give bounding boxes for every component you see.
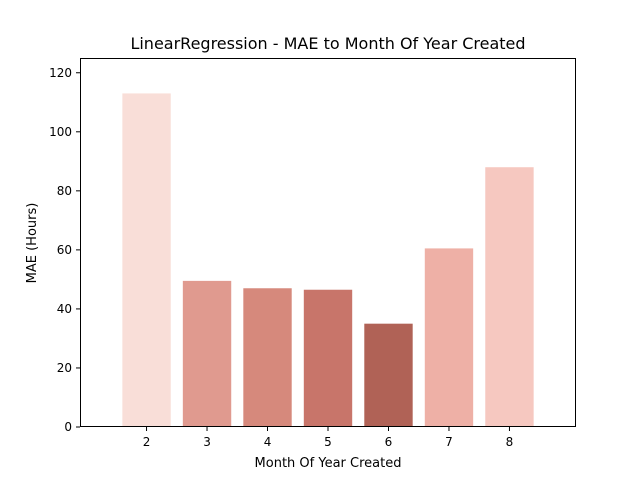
y-tick-label: 20 xyxy=(57,361,72,375)
x-axis-label: Month Of Year Created xyxy=(255,456,402,471)
plot-frame xyxy=(80,58,576,427)
x-tick-label: 3 xyxy=(203,435,211,449)
bar-month-4 xyxy=(243,288,292,427)
x-axis-ticks: 2 3 4 5 6 7 8 xyxy=(143,427,514,449)
bar-month-3 xyxy=(182,280,232,427)
x-tick-label: 8 xyxy=(506,435,514,449)
x-tick-label: 7 xyxy=(445,435,453,449)
x-tick-label: 5 xyxy=(324,435,332,449)
y-axis-label: MAE (Hours) xyxy=(25,203,40,284)
bar-month-7 xyxy=(424,248,474,427)
y-tick-label: 80 xyxy=(57,184,72,198)
chart-title: LinearRegression - MAE to Month Of Year … xyxy=(130,34,525,53)
y-tick-label: 0 xyxy=(64,420,72,434)
bar-month-2 xyxy=(122,93,171,427)
bar-month-5 xyxy=(303,289,353,427)
y-tick-label: 120 xyxy=(49,66,72,80)
x-tick-label: 6 xyxy=(385,435,393,449)
y-axis-ticks: 0 20 40 60 80 100 120 xyxy=(49,66,80,434)
x-tick-label: 2 xyxy=(143,435,151,449)
bar-month-6 xyxy=(364,323,413,427)
y-tick-label: 60 xyxy=(57,243,72,257)
x-tick-label: 4 xyxy=(264,435,272,449)
y-tick-label: 40 xyxy=(57,302,72,316)
bar-month-8 xyxy=(485,167,534,427)
bars-group xyxy=(122,93,534,427)
y-tick-label: 100 xyxy=(49,125,72,139)
